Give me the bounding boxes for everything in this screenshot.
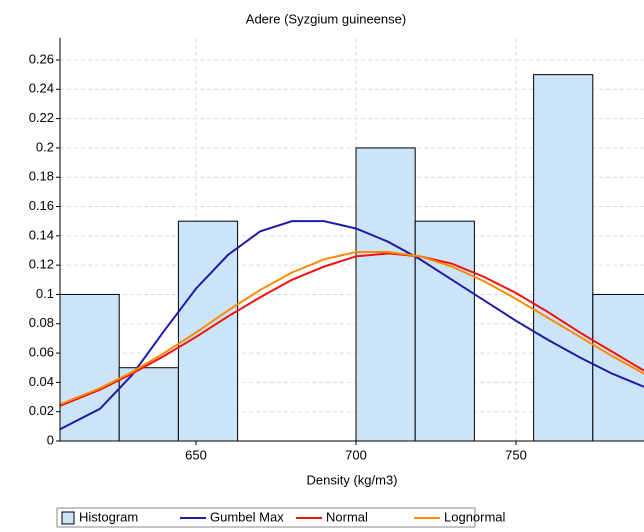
histogram-bar: [118, 367, 179, 441]
histogram-bar: [60, 293, 120, 441]
x-tick-label: 650: [185, 447, 207, 462]
y-tick-label: 0.08: [29, 315, 54, 330]
chart-title: Adere (Syzgium guineense): [246, 11, 406, 26]
y-tick-label: 0.18: [29, 169, 54, 184]
x-axis-label: Density (kg/m3): [306, 472, 397, 487]
fit-curve: [60, 250, 644, 406]
histogram-bar: [414, 220, 475, 441]
legend: Histogram Gumbel Max Normal Lognormal: [61, 509, 506, 525]
histogram-bar: [177, 220, 239, 441]
y-tick-label: 0.24: [29, 81, 54, 96]
y-tick-label: 0.26: [29, 51, 54, 66]
y-tick-label: 0.12: [29, 257, 54, 272]
fit-curve: [60, 220, 644, 431]
legend-swatch: [61, 511, 75, 525]
y-tick-label: 0.22: [29, 110, 54, 125]
x-tick-label: 700: [345, 447, 367, 462]
y-tick-label: 0.02: [29, 403, 54, 418]
y-tick-label: 0.14: [29, 227, 54, 242]
y-tick-label: 0.1: [36, 286, 54, 301]
legend-label: Lognormal: [444, 509, 506, 524]
y-tick-label: 0.2: [36, 139, 54, 154]
y-tick-label: 0.16: [29, 198, 54, 213]
y-tick-label: 0.04: [29, 374, 54, 389]
legend-label: Normal: [326, 509, 368, 524]
plot-area: [60, 74, 644, 441]
legend-label: Histogram: [79, 509, 138, 524]
fit-curve: [60, 252, 644, 407]
histogram-bar: [533, 74, 594, 441]
y-tick-label: 0: [47, 432, 54, 447]
histogram-bar: [355, 147, 416, 441]
legend-label: Gumbel Max: [210, 509, 284, 524]
x-tick-label: 750: [505, 447, 527, 462]
legend-frame: [56, 507, 476, 528]
y-tick-label: 0.06: [29, 345, 54, 360]
axes: 0 0.02 0.04 0.06 0.08 0.1 0.12 0.14 0.16 0.18 0.2 0…: [29, 38, 644, 462]
